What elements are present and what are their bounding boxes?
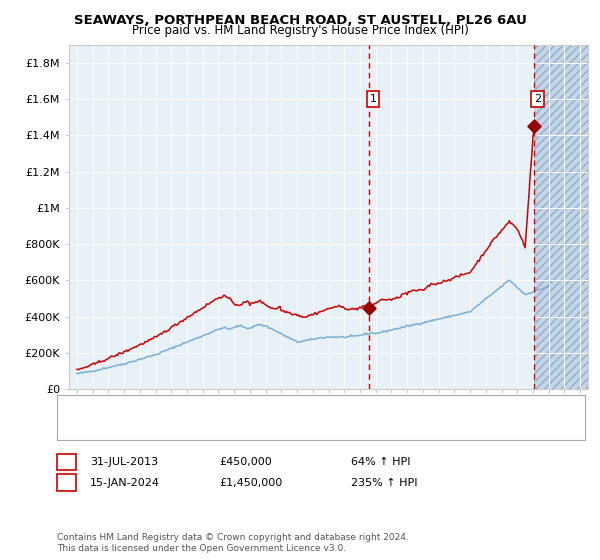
Text: 235% ↑ HPI: 235% ↑ HPI <box>351 478 418 488</box>
Text: £1,450,000: £1,450,000 <box>219 478 282 488</box>
Text: 31-JUL-2013: 31-JUL-2013 <box>90 457 158 467</box>
Point <box>364 303 374 312</box>
Text: 1: 1 <box>370 94 377 104</box>
Text: 2: 2 <box>534 94 541 104</box>
Text: SEAWAYS, PORTHPEAN BEACH ROAD, ST AUSTELL, PL26 6AU (detached house): SEAWAYS, PORTHPEAN BEACH ROAD, ST AUSTEL… <box>96 399 482 409</box>
Text: HPI: Average price, detached house, Cornwall: HPI: Average price, detached house, Corn… <box>96 427 319 437</box>
Text: 15-JAN-2024: 15-JAN-2024 <box>90 478 160 488</box>
Text: 64% ↑ HPI: 64% ↑ HPI <box>351 457 410 467</box>
Point <box>529 122 538 131</box>
Text: 1: 1 <box>63 457 70 467</box>
Text: SEAWAYS, PORTHPEAN BEACH ROAD, ST AUSTELL, PL26 6AU: SEAWAYS, PORTHPEAN BEACH ROAD, ST AUSTEL… <box>74 14 526 27</box>
Text: Contains HM Land Registry data © Crown copyright and database right 2024.
This d: Contains HM Land Registry data © Crown c… <box>57 533 409 553</box>
Bar <box>533 45 588 389</box>
Text: 2: 2 <box>63 478 70 488</box>
Text: Price paid vs. HM Land Registry's House Price Index (HPI): Price paid vs. HM Land Registry's House … <box>131 24 469 37</box>
Text: £450,000: £450,000 <box>219 457 272 467</box>
